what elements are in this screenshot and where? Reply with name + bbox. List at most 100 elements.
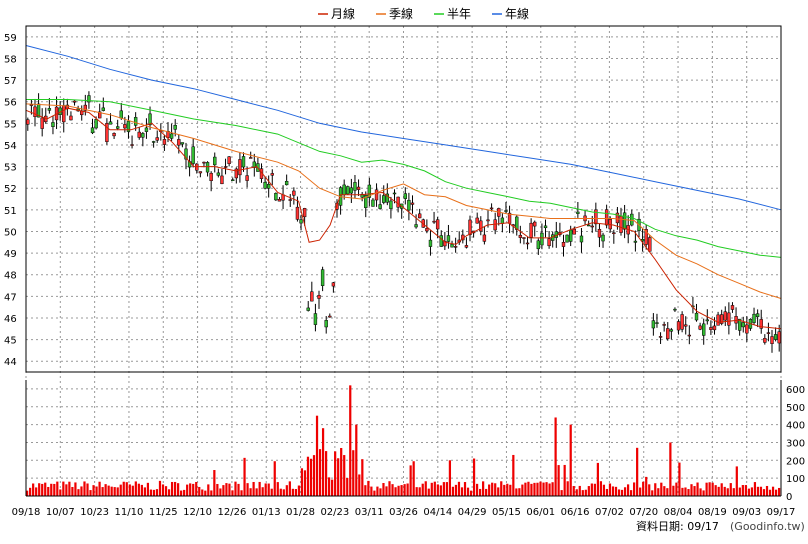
volume-bar — [270, 488, 273, 496]
volume-bar — [403, 484, 406, 496]
volume-bar — [161, 484, 165, 496]
volume-bar — [59, 489, 62, 496]
volume-bar — [539, 481, 542, 496]
candle-body — [310, 291, 314, 302]
price-axis: 44 45 46 47 48 49 50 51 52 53 54 55 56 57 58 59 — [4, 33, 17, 368]
volume-bar — [575, 489, 578, 496]
candle-body — [493, 219, 497, 231]
candle-body — [177, 139, 181, 146]
legend-label: 月線 — [331, 6, 355, 21]
candle-body — [302, 208, 307, 218]
volume-bar — [714, 485, 717, 496]
candle-body — [579, 235, 584, 243]
price-tick-label: 49 — [4, 249, 17, 260]
volume-tick-label: 400 — [786, 421, 805, 432]
price-tick-label: 50 — [4, 227, 17, 238]
volume-bar — [545, 482, 548, 496]
volume-bar — [602, 484, 606, 496]
volume-bar — [660, 482, 663, 496]
volume-bar — [152, 489, 156, 496]
volume-bar — [394, 487, 397, 496]
volume-bar — [201, 489, 204, 496]
volume-bar — [92, 485, 95, 496]
candle-body — [533, 221, 537, 227]
candle-body — [662, 324, 666, 326]
candle-body — [87, 95, 91, 103]
volume-bar — [518, 488, 521, 496]
candle-body — [486, 219, 490, 222]
candle-body — [425, 228, 429, 232]
volume-bar — [122, 481, 125, 496]
price-tick-label: 44 — [4, 357, 17, 368]
candle-body — [763, 338, 767, 343]
volume-bar — [457, 481, 461, 496]
volume-bar — [104, 484, 107, 496]
volume-bar — [717, 486, 720, 496]
volume-bar — [509, 484, 512, 496]
volume-bar — [759, 486, 763, 496]
volume-bar — [303, 470, 307, 496]
candle-body — [241, 156, 246, 168]
candle-body — [227, 156, 231, 164]
price-tick-label: 51 — [4, 206, 17, 217]
candle-body — [586, 224, 591, 227]
candle-body — [572, 228, 576, 235]
volume-bar — [26, 490, 29, 496]
candle-body — [234, 168, 239, 179]
candle-body — [630, 213, 634, 226]
volume-bar — [732, 488, 735, 496]
date-tick-label: 01/28 — [286, 507, 315, 518]
candle-body — [540, 232, 544, 246]
candle-body — [62, 105, 66, 123]
candle-body — [108, 121, 113, 125]
candle-body — [396, 196, 400, 208]
volume-bar — [373, 490, 376, 496]
price-tick-label: 58 — [4, 54, 17, 65]
volume-bar — [693, 486, 696, 496]
volume-bar — [690, 484, 693, 496]
volume-bar — [376, 486, 379, 496]
volume-bar — [207, 484, 210, 496]
volume-bar — [279, 488, 282, 496]
volume-bar — [32, 483, 35, 496]
volume-bar — [500, 481, 503, 496]
volume-bar — [768, 489, 772, 496]
candle-body — [115, 126, 120, 129]
candle-body — [317, 295, 321, 299]
candle-body — [148, 113, 152, 126]
volume-bar — [536, 482, 539, 496]
volume-bar — [657, 488, 660, 496]
volume-bar — [445, 482, 448, 496]
volume-bar — [164, 486, 168, 496]
candle-body — [284, 180, 289, 186]
candle-body — [622, 212, 627, 230]
candle-body — [356, 186, 361, 190]
volume-bar — [720, 483, 723, 496]
volume-tick-label: 600 — [786, 385, 805, 396]
volume-bar — [382, 483, 385, 496]
candle-body — [518, 234, 523, 238]
candle-body — [198, 171, 203, 174]
volume-bar — [412, 461, 415, 496]
volume-bar — [180, 490, 183, 496]
volume-bar — [705, 482, 708, 496]
candle-body — [504, 210, 508, 212]
volume-bar — [744, 485, 747, 496]
volume-bar — [337, 458, 340, 496]
candle-body — [644, 229, 648, 245]
candle-body — [119, 110, 123, 119]
candle-body — [133, 117, 138, 126]
candle-body — [328, 315, 332, 318]
volume-bar — [497, 487, 500, 496]
price-tick-label: 57 — [4, 76, 17, 87]
volume-bar — [349, 385, 352, 496]
candle-body — [439, 235, 443, 247]
date-tick-label: 11/10 — [115, 507, 144, 518]
volume-bar — [343, 455, 346, 496]
candle-body — [51, 122, 55, 127]
volume-axis: 0 100 200 300 400 500 600 — [786, 385, 805, 503]
candle-body — [745, 324, 749, 334]
volume-bar — [729, 483, 732, 496]
volume-bar — [741, 485, 744, 496]
volume-bar — [521, 484, 524, 496]
